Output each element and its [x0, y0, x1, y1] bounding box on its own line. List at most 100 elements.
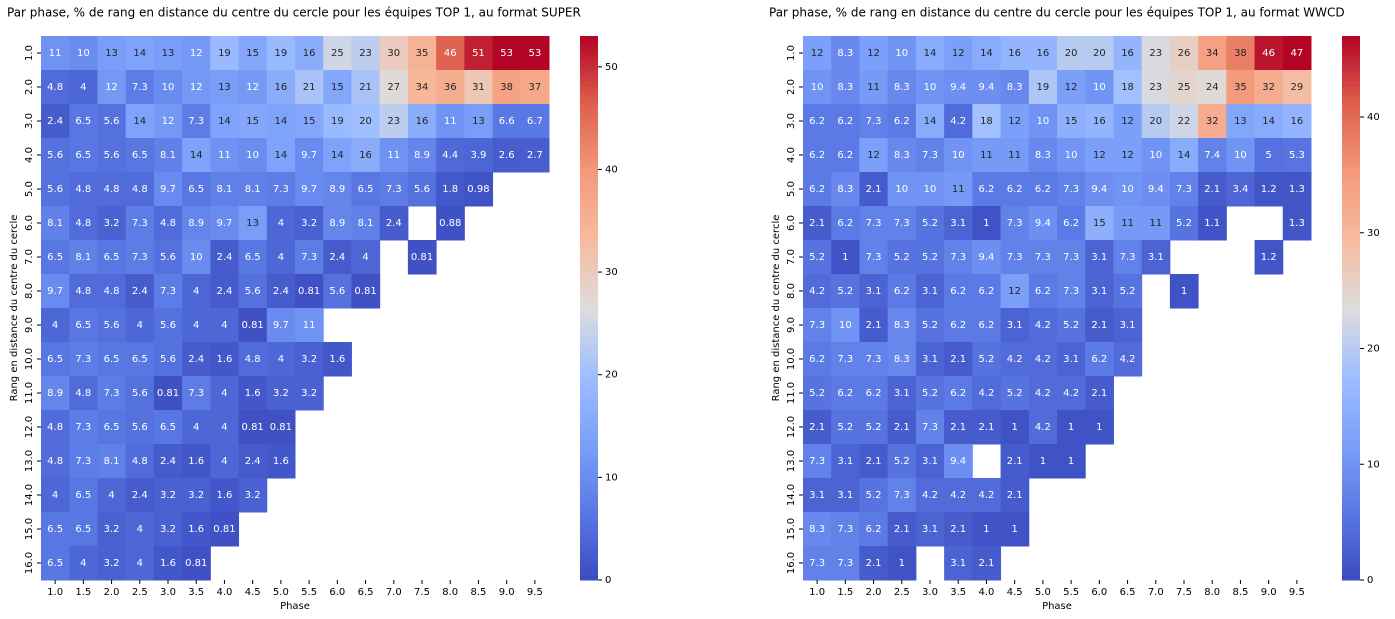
colorbar-segment: [1342, 366, 1360, 372]
cell-label: 4.2: [950, 116, 966, 127]
colorbar-segment: [580, 462, 598, 468]
cell-label: 14: [275, 150, 288, 161]
heatmap-cell: [153, 206, 183, 241]
colorbar-segment: [580, 45, 598, 51]
cell-label: 2.1: [978, 558, 994, 569]
cell-label: 5.6: [47, 184, 63, 195]
heatmap-cell: [295, 376, 324, 411]
cell-label: 3.2: [160, 524, 176, 535]
colorbar-segment: [1342, 362, 1360, 368]
heatmap-cell: [831, 410, 860, 445]
heatmap-cell: [266, 410, 296, 445]
cell-label: 5.2: [922, 320, 938, 331]
y-tick-label: 15.0: [786, 518, 797, 540]
colorbar-segment: [1342, 45, 1360, 51]
colorbar-segment: [580, 230, 598, 236]
cell-label: 5.6: [329, 286, 345, 297]
heatmap-cell: [97, 70, 127, 105]
colorbar-tick-label: 10: [1367, 459, 1380, 470]
cell-label: 10: [924, 82, 937, 93]
heatmap-cell: [831, 172, 860, 207]
heatmap-cell: [887, 274, 917, 309]
cell-label: 5.2: [1063, 320, 1079, 331]
cell-label: 5.2: [922, 252, 938, 263]
colorbar-segment: [580, 521, 598, 527]
cell-label: 3.2: [104, 218, 120, 229]
heatmap-cell: [1169, 104, 1199, 139]
colorbar-segment: [1342, 430, 1360, 436]
heatmap-cell: [915, 36, 945, 71]
colorbar-segment: [580, 308, 598, 314]
heatmap-cell: [492, 70, 522, 105]
cell-label: 4.8: [75, 388, 91, 399]
cell-label: 5.6: [414, 184, 430, 195]
heatmap-cell: [1282, 104, 1312, 139]
colorbar-segment: [1342, 258, 1360, 264]
cell-label: 2.4: [160, 456, 176, 467]
heatmap-cell: [1000, 206, 1030, 241]
x-tick-label: 1.0: [809, 587, 825, 598]
cell-label: 3.1: [922, 354, 938, 365]
cell-label: 20: [1149, 116, 1162, 127]
cell-label: 11: [980, 150, 993, 161]
colorbar-segment: [580, 385, 598, 391]
colorbar-segment: [1342, 76, 1360, 82]
cell-label: 6.5: [75, 116, 91, 127]
heatmap-cell: [972, 104, 1002, 139]
x-tick-label: 6.5: [1120, 587, 1136, 598]
heatmap-cell: [831, 546, 860, 581]
cell-label: 5.6: [104, 116, 120, 127]
heatmap-cell: [1028, 138, 1058, 173]
colorbar-segment: [1342, 530, 1360, 536]
colorbar-segment: [580, 366, 598, 372]
cell-label: 35: [1234, 82, 1247, 93]
heatmap-cell: [1028, 274, 1058, 309]
heatmap-cell: [238, 308, 268, 343]
colorbar-segment: [1342, 126, 1360, 132]
heatmap-cell: [407, 104, 437, 139]
colorbar-segment: [580, 94, 598, 100]
colorbar-segment: [580, 575, 598, 581]
colorbar-segment: [1342, 348, 1360, 354]
heatmap-cell: [859, 512, 889, 547]
x-tick-label: 7.0: [386, 587, 402, 598]
cell-label: 9.4: [978, 82, 994, 93]
colorbar-segment: [580, 394, 598, 400]
cell-label: 8.3: [894, 150, 910, 161]
cell-label: 4: [137, 558, 143, 569]
colorbar-segment: [580, 430, 598, 436]
heatmap-cell: [323, 138, 352, 173]
colorbar-segment: [580, 181, 598, 187]
colorbar-segment: [580, 81, 598, 87]
colorbar-segment: [1342, 308, 1360, 314]
heatmap-cell: [238, 342, 268, 377]
heatmap-cell: [295, 36, 324, 71]
colorbar-segment: [1342, 394, 1360, 400]
cell-label: 9.7: [216, 218, 232, 229]
colorbar-segment: [580, 153, 598, 159]
cell-label: 6.5: [47, 524, 63, 535]
heatmap-cell: [464, 138, 494, 173]
cell-label: 9.4: [978, 252, 994, 263]
heatmap-cell: [153, 410, 183, 445]
cell-label: 16: [275, 82, 288, 93]
colorbar-segment: [580, 403, 598, 409]
heatmap-cell: [41, 206, 70, 241]
colorbar-segment: [580, 471, 598, 477]
heatmap-cell: [887, 410, 917, 445]
colorbar-segment: [580, 194, 598, 200]
cell-label: 12: [1121, 116, 1134, 127]
cell-label: 21: [359, 82, 372, 93]
y-tick-label: 1.0: [24, 45, 35, 61]
colorbar-segment: [580, 40, 598, 46]
cell-label: 22: [1178, 116, 1191, 127]
heatmap-cell: [182, 138, 211, 173]
colorbar-segment: [580, 63, 598, 69]
cell-label: 37: [529, 82, 542, 93]
x-tick-label: 7.5: [414, 587, 430, 598]
colorbar-segment: [580, 176, 598, 182]
cell-label: 4.8: [160, 218, 176, 229]
cell-label: 20: [1093, 48, 1106, 59]
heatmap-cell: [1057, 36, 1086, 71]
cell-label: 5.2: [922, 218, 938, 229]
